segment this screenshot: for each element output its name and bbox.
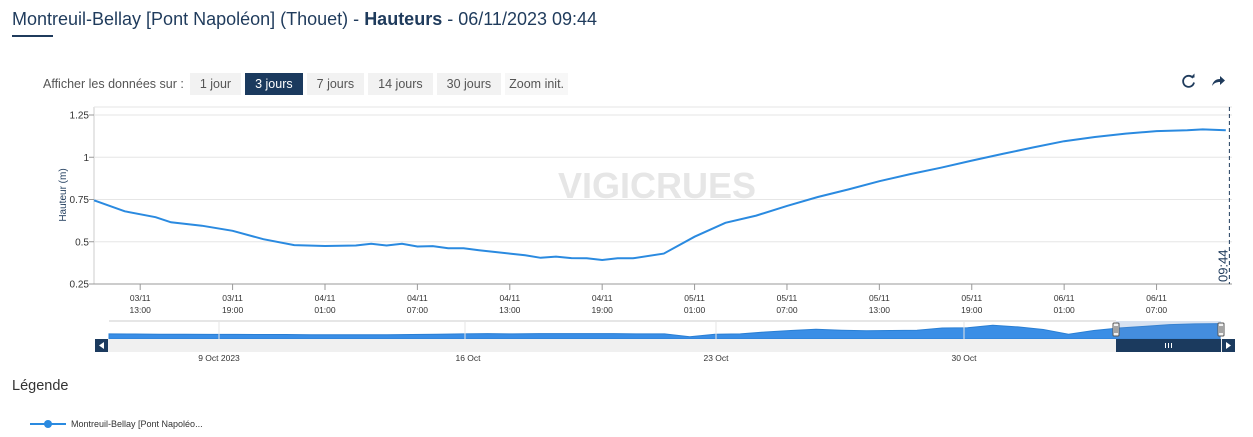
x-tick-label-time: 13:00 xyxy=(499,305,521,315)
title-station: Montreuil-Bellay [Pont Napoléon] (Thouet… xyxy=(12,9,360,29)
x-tick-label-day: 04/11 xyxy=(592,293,613,303)
legend-item[interactable]: Montreuil-Bellay [Pont Napoléo... xyxy=(30,417,203,431)
legend-symbol xyxy=(30,419,66,429)
navigator-date-label: 16 Oct xyxy=(455,353,481,363)
scrollbar-track xyxy=(95,339,1235,352)
x-tick-label-day: 05/11 xyxy=(777,293,798,303)
navigator-date-label: 23 Oct xyxy=(703,353,729,363)
x-tick-label-time: 01:00 xyxy=(314,305,336,315)
now-label: 09:44 xyxy=(1215,249,1230,282)
y-tick-label: 1 xyxy=(83,153,89,164)
y-tick-label: 0.25 xyxy=(70,280,90,291)
x-tick-label-time: 07:00 xyxy=(1146,305,1168,315)
range-button-14-jours[interactable]: 14 jours xyxy=(368,73,433,95)
now-marker: 09:44 xyxy=(1215,107,1230,284)
range-button-1-jour[interactable]: 1 jour xyxy=(189,73,242,95)
legend-title: Légende xyxy=(12,378,69,394)
y-tick-label: 1.25 xyxy=(70,111,90,122)
x-tick-label-day: 04/11 xyxy=(407,293,428,303)
x-tick-label-time: 01:00 xyxy=(1054,305,1076,315)
navigator-handle xyxy=(1217,322,1225,337)
watermark: VIGICRUES xyxy=(558,165,756,206)
y-axis-label: Hauteur (m) xyxy=(58,168,69,221)
x-tick-label-time: 19:00 xyxy=(222,305,244,315)
x-tick-label-time: 19:00 xyxy=(961,305,983,315)
x-tick-label-day: 03/11 xyxy=(130,293,151,303)
refresh-icon[interactable] xyxy=(1180,72,1198,90)
range-selector-label: Afficher les données sur : xyxy=(43,77,184,91)
x-tick-label-time: 07:00 xyxy=(407,305,429,315)
navigator-area xyxy=(108,323,1221,340)
legend-series-label: Montreuil-Bellay [Pont Napoléo... xyxy=(71,419,203,429)
scroll-left-icon xyxy=(99,342,104,349)
x-tick-label-day: 05/11 xyxy=(961,293,982,303)
x-tick-label-day: 04/11 xyxy=(499,293,520,303)
navigator-date-label: 30 Oct xyxy=(951,353,977,363)
x-tick-label-time: 01:00 xyxy=(684,305,706,315)
x-tick-label-time: 19:00 xyxy=(592,305,614,315)
x-tick-label-day: 03/11 xyxy=(222,293,243,303)
x-axis: 03/11 13:00 03/11 19:00 04/11 01:00 04/11 07:00… xyxy=(94,283,1232,315)
x-tick-label-day: 05/11 xyxy=(869,293,890,303)
page-title: Montreuil-Bellay [Pont Napoléon] (Thouet… xyxy=(12,9,597,30)
x-tick-label-time: 13:00 xyxy=(869,305,891,315)
title-measure: Hauteurs xyxy=(364,9,443,29)
y-tick-label: 0.5 xyxy=(75,237,89,248)
navigator: 9 Oct 2023 16 Oct 23 Oct 30 Oct xyxy=(95,320,1235,363)
x-tick-label-time: 07:00 xyxy=(776,305,798,315)
range-selector: Afficher les données sur : 1 jour 3 jour… xyxy=(43,73,572,95)
y-tick-label: 0.75 xyxy=(70,195,90,206)
title-datetime: - 06/11/2023 09:44 xyxy=(447,9,598,29)
title-underline xyxy=(12,35,53,37)
navigator-date-label: 9 Oct 2023 xyxy=(198,353,240,363)
range-button-3-jours[interactable]: 3 jours xyxy=(245,73,303,95)
scroll-right-icon xyxy=(1226,342,1231,349)
range-button-7-jours[interactable]: 7 jours xyxy=(306,73,365,95)
x-tick-label-time: 13:00 xyxy=(130,305,152,315)
x-tick-label-day: 06/11 xyxy=(1146,293,1167,303)
navigator-handle xyxy=(1112,322,1120,337)
x-tick-label-day: 04/11 xyxy=(315,293,336,303)
share-arrow-icon[interactable] xyxy=(1209,72,1227,90)
reset-zoom-button[interactable]: Zoom init. xyxy=(505,73,569,95)
y-axis: 1.25 1 0.75 0.5 0.25 xyxy=(70,111,94,291)
x-tick-label-day: 05/11 xyxy=(684,293,705,303)
navigator-selection xyxy=(1116,321,1221,339)
range-button-30-jours[interactable]: 30 jours xyxy=(436,73,502,95)
series-line xyxy=(93,128,1226,262)
x-tick-label-day: 06/11 xyxy=(1054,293,1075,303)
